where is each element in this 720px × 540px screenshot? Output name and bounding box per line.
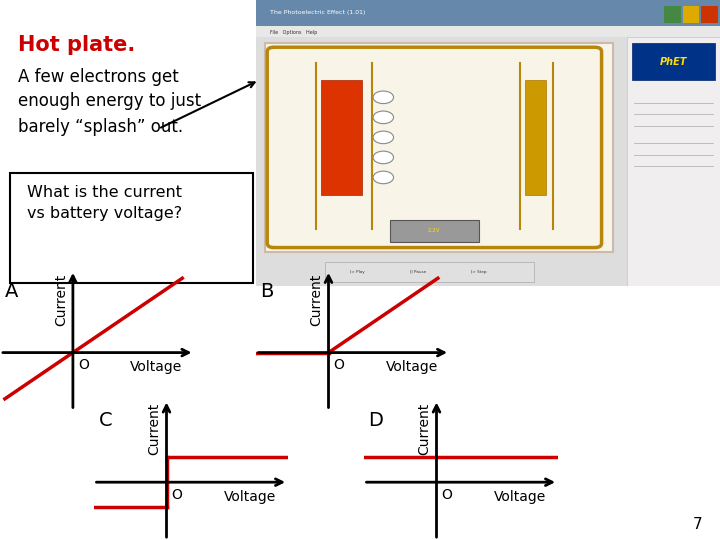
Bar: [665, 6, 680, 23]
Text: |> Step: |> Step: [471, 270, 486, 274]
Bar: [631, 43, 716, 80]
Text: 7: 7: [693, 517, 702, 532]
Text: Hot plate.: Hot plate.: [18, 35, 135, 55]
Bar: [256, 0, 720, 26]
Text: O: O: [441, 488, 452, 502]
Bar: [325, 262, 534, 282]
Text: O: O: [333, 359, 344, 373]
Bar: [701, 6, 718, 23]
Bar: [390, 220, 479, 242]
Text: PhET: PhET: [660, 57, 688, 66]
Text: O: O: [171, 488, 182, 502]
Text: Current: Current: [418, 403, 432, 455]
Circle shape: [373, 91, 394, 104]
Bar: [683, 6, 699, 23]
Bar: [265, 43, 613, 252]
Text: A few electrons get
enough energy to just
barely “splash” out.: A few electrons get enough energy to jus…: [18, 68, 201, 136]
Circle shape: [373, 131, 394, 144]
Text: 2.2V: 2.2V: [428, 228, 441, 233]
Text: || Pause: || Pause: [410, 270, 426, 274]
Text: Voltage: Voltage: [130, 360, 182, 374]
Text: |> Play: |> Play: [351, 270, 365, 274]
Text: Voltage: Voltage: [494, 490, 546, 504]
Text: B: B: [261, 281, 274, 301]
Text: C: C: [99, 411, 112, 430]
Text: Voltage: Voltage: [386, 360, 438, 374]
Text: File   Options   Help: File Options Help: [269, 30, 317, 35]
Text: Current: Current: [148, 403, 161, 455]
Text: A: A: [5, 281, 18, 301]
Bar: [320, 80, 362, 194]
Circle shape: [373, 151, 394, 164]
FancyBboxPatch shape: [9, 173, 253, 282]
Text: Voltage: Voltage: [224, 490, 276, 504]
Text: The Photoelectric Effect (1.01): The Photoelectric Effect (1.01): [269, 10, 365, 15]
Text: D: D: [369, 411, 383, 430]
Circle shape: [373, 111, 394, 124]
Bar: [256, 37, 627, 286]
Text: What is the current
vs battery voltage?: What is the current vs battery voltage?: [27, 185, 182, 221]
Text: O: O: [78, 359, 89, 373]
Text: Current: Current: [310, 273, 324, 326]
Text: Current: Current: [54, 273, 68, 326]
Bar: [256, 26, 720, 37]
Bar: [525, 80, 546, 194]
Circle shape: [373, 171, 394, 184]
Bar: [627, 37, 720, 286]
